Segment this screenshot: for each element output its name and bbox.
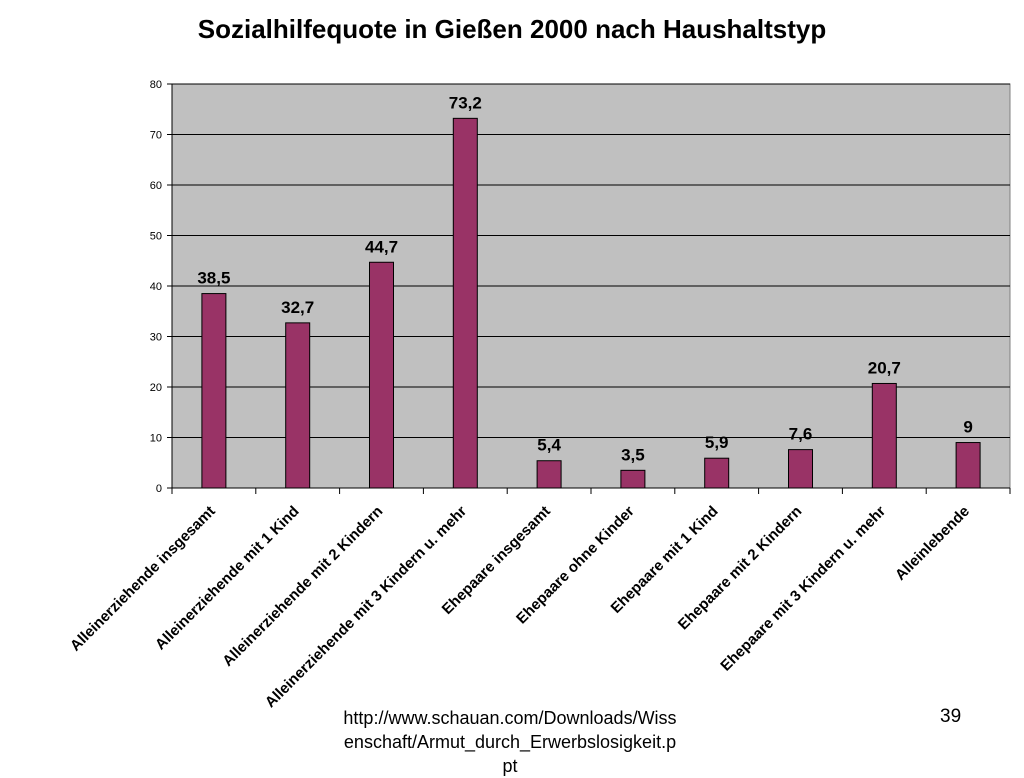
data-label: 38,5	[197, 269, 230, 288]
data-label: 3,5	[621, 445, 645, 464]
data-label: 20,7	[868, 358, 901, 377]
bar	[201, 293, 227, 489]
page-number: 39	[940, 706, 962, 727]
source-url[interactable]: http://www.schauan.com/Downloads/Wissens…	[343, 708, 677, 776]
data-label: 7,6	[789, 425, 813, 444]
y-tick-label: 60	[150, 180, 162, 192]
data-label: 5,4	[537, 436, 561, 455]
y-tick-label: 70	[150, 130, 162, 142]
bar	[536, 460, 562, 489]
data-label: 73,2	[449, 93, 482, 112]
y-tick-label: 20	[150, 382, 162, 394]
bar	[452, 117, 478, 489]
data-label: 44,7	[365, 237, 398, 256]
y-tick-label: 30	[150, 332, 162, 344]
bar	[620, 469, 646, 489]
category-label: Alleinerziehende insgesamt	[67, 503, 219, 655]
data-label: 5,9	[705, 433, 729, 452]
bar	[285, 322, 311, 489]
y-tick-label: 10	[150, 433, 162, 445]
y-tick-label: 80	[150, 79, 162, 91]
category-label: Alleinlebende	[892, 503, 973, 584]
bar	[955, 442, 981, 489]
bar	[369, 261, 394, 489]
bar	[704, 457, 730, 489]
y-tick-label: 0	[156, 483, 162, 495]
chart-title: Sozialhilfequote in Gießen 2000 nach Hau…	[197, 14, 827, 44]
bar	[788, 449, 813, 489]
data-label: 9	[963, 418, 972, 437]
bar	[871, 382, 897, 489]
y-tick-label: 50	[150, 231, 162, 243]
category-label: Ehepaare mit 3 Kindern u. mehr	[717, 503, 889, 675]
category-label: Alleinerziehende mit 1 Kind	[152, 503, 303, 654]
category-label: Alleinerziehende mit 2 Kindern	[219, 503, 386, 670]
data-label: 32,7	[281, 298, 314, 317]
y-tick-label: 40	[150, 281, 162, 293]
